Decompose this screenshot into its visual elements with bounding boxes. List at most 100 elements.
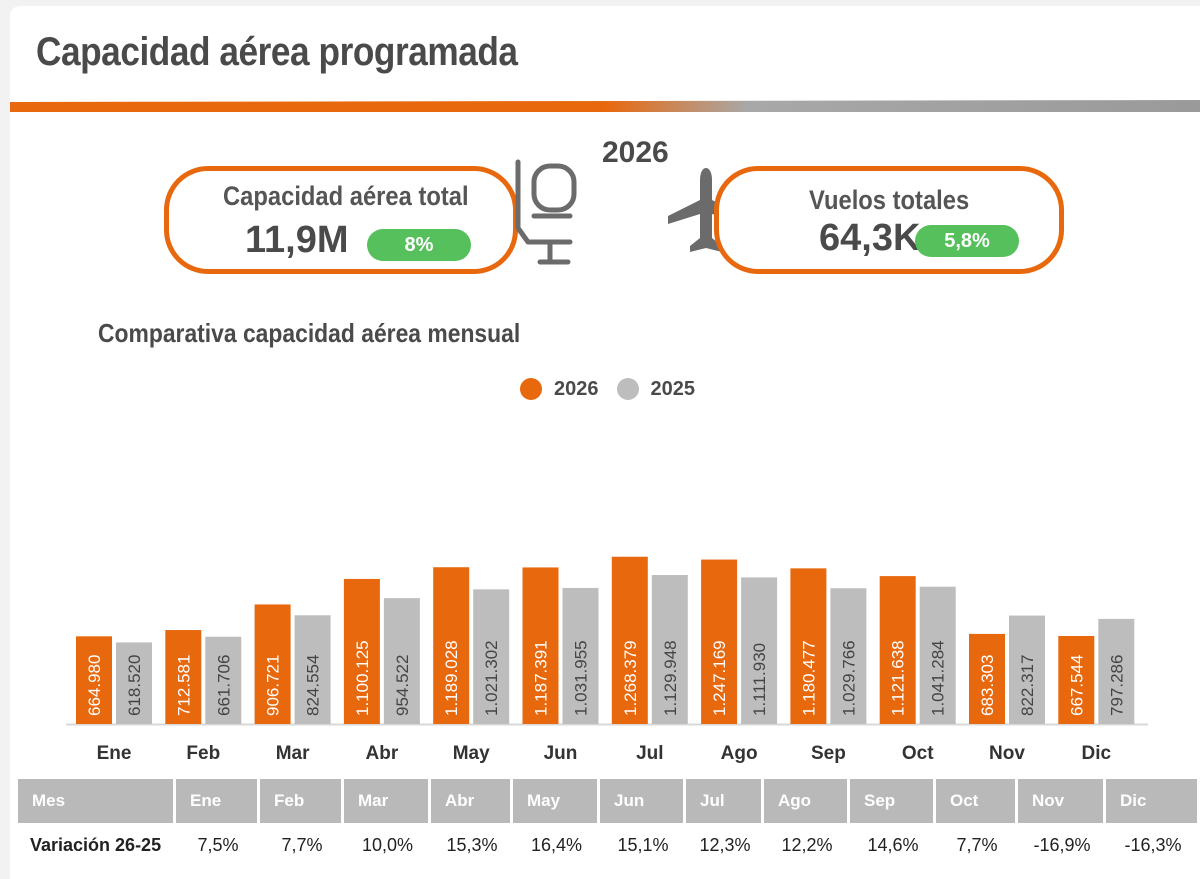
bar-2026-Abr bbox=[343, 578, 380, 724]
x-tick-label: Mar bbox=[276, 743, 310, 764]
table-cell: 14,6% bbox=[867, 835, 919, 855]
table-row-label: Variación 26-25 bbox=[30, 835, 162, 855]
bar-value-label: 824.554 bbox=[304, 655, 323, 716]
table-header-row: Mes Ene Feb Mar Abr May Jun Jul Ago Sep Oct Nov Dic bbox=[18, 779, 1200, 823]
table-header-cell: Nov bbox=[1018, 779, 1106, 823]
bar-value-label: 1.268.379 bbox=[621, 640, 640, 716]
x-tick-label: Ago bbox=[721, 743, 758, 764]
bar-value-label: 1.021.302 bbox=[482, 640, 501, 716]
legend-label: 2025 bbox=[650, 377, 696, 400]
bar-value-label: 683.303 bbox=[978, 655, 997, 716]
bar-2026-Oct bbox=[879, 576, 916, 724]
table-cell: 7,7% bbox=[281, 835, 323, 855]
bar-value-label: 667.544 bbox=[1067, 655, 1086, 716]
table-header-cell: Oct bbox=[936, 779, 1018, 823]
table-header-cell: Ene bbox=[176, 779, 260, 823]
x-tick-label: Dic bbox=[1082, 743, 1112, 764]
x-tick-label: May bbox=[453, 743, 490, 764]
bar-2025-Nov bbox=[1009, 615, 1045, 724]
legend-swatch bbox=[616, 378, 639, 400]
table-header-cell: Ago bbox=[764, 779, 850, 823]
bar-value-label: 712.581 bbox=[174, 655, 193, 716]
bar-value-label: 661.706 bbox=[214, 655, 233, 716]
table-header-cell: Feb bbox=[260, 779, 344, 823]
kpi-change-badge: 5,8% bbox=[915, 225, 1019, 257]
header-divider bbox=[10, 100, 1200, 112]
kpi-label: Vuelos totales bbox=[809, 185, 970, 215]
page-title: Capacidad aérea programada bbox=[36, 30, 518, 74]
table-cell: 12,2% bbox=[781, 835, 833, 855]
kpi-value: 64,3K bbox=[819, 217, 921, 259]
table-cell: 7,7% bbox=[956, 835, 998, 855]
airplane-icon bbox=[668, 168, 744, 252]
bar-2026-Dic bbox=[1058, 635, 1095, 724]
legend-item-2025: 2025 bbox=[616, 377, 696, 401]
airline-seat-icon bbox=[515, 159, 577, 265]
bar-value-label: 1.100.125 bbox=[353, 640, 372, 716]
table-cell: 10,0% bbox=[361, 835, 414, 855]
bar-value-label: 1.041.284 bbox=[929, 640, 948, 716]
chart-title: Comparativa capacidad aérea mensual bbox=[98, 318, 521, 348]
bar-value-label: 954.522 bbox=[393, 655, 412, 716]
dashboard-panel: Capacidad aérea programada 2026 Capacida… bbox=[10, 6, 1200, 879]
table-cell: 7,5% bbox=[197, 835, 239, 855]
x-tick-label: Jul bbox=[636, 743, 663, 764]
bar-value-label: 1.247.169 bbox=[710, 640, 729, 716]
bar-value-label: 1.180.477 bbox=[799, 640, 818, 716]
bar-2025-Oct bbox=[919, 586, 956, 724]
bar-2026-Feb bbox=[165, 630, 202, 724]
bar-value-label: 1.189.028 bbox=[442, 640, 461, 716]
x-tick-label: Nov bbox=[989, 743, 1025, 764]
bar-2026-Sep bbox=[790, 568, 827, 724]
bar-value-label: 1.031.955 bbox=[572, 640, 591, 716]
bar-2026-Nov bbox=[969, 633, 1005, 724]
bar-value-label: 1.121.638 bbox=[889, 640, 908, 716]
bar-value-label: 1.029.766 bbox=[839, 640, 858, 716]
x-tick-label: Sep bbox=[811, 743, 846, 764]
bar-2025-Jun bbox=[562, 587, 599, 724]
bar-2026-May bbox=[433, 567, 470, 724]
table-header-cell: Jun bbox=[600, 779, 686, 823]
kpi-value: 11,9M bbox=[245, 219, 349, 261]
table-header-cell: Mar bbox=[344, 779, 431, 823]
bar-2026-Ene bbox=[76, 636, 112, 724]
kpi-card-capacity: Capacidad aérea total 11,9M 8% bbox=[164, 166, 518, 274]
table-header-cell: Sep bbox=[850, 779, 936, 823]
variation-table: Mes Ene Feb Mar Abr May Jun Jul Ago Sep Oct Nov Dic … bbox=[18, 779, 1200, 867]
bar-2025-Jul bbox=[651, 575, 688, 724]
x-tick-label: Abr bbox=[366, 743, 399, 764]
table-cell: -16,3% bbox=[1124, 835, 1182, 855]
bar-value-label: 1.111.930 bbox=[750, 643, 769, 716]
table-header-cell: Mes bbox=[18, 779, 176, 823]
year-label: 2026 bbox=[602, 136, 669, 169]
bar-2025-Ene bbox=[116, 642, 152, 724]
bar-2026-Ago bbox=[701, 559, 738, 724]
legend-item-2026: 2026 bbox=[520, 378, 599, 401]
bar-2025-May bbox=[473, 589, 510, 724]
bar-value-label: 797.286 bbox=[1107, 655, 1126, 716]
bar-value-label: 618.520 bbox=[125, 655, 144, 716]
bar-2025-Mar bbox=[294, 615, 331, 724]
table-cell: 15,3% bbox=[446, 835, 498, 855]
bar-value-label: 1.129.948 bbox=[661, 640, 680, 716]
table-cell: -16,9% bbox=[1033, 835, 1091, 855]
table-header-cell: May bbox=[513, 779, 600, 823]
legend-swatch bbox=[520, 378, 542, 400]
table-cell: 12,3% bbox=[699, 835, 751, 855]
x-tick-label: Jun bbox=[544, 743, 578, 764]
kpi-change-badge: 8% bbox=[367, 229, 471, 261]
bar-2025-Dic bbox=[1098, 618, 1135, 724]
table-cell: 16,4% bbox=[530, 835, 583, 855]
bar-2025-Feb bbox=[205, 636, 242, 724]
table-header-cell: Jul bbox=[686, 779, 764, 823]
x-tick-label: Feb bbox=[186, 743, 220, 764]
bar-value-label: 664.980 bbox=[85, 655, 104, 716]
bar-2026-Mar bbox=[254, 604, 291, 724]
bar-2026-Jun bbox=[522, 567, 559, 724]
bar-value-label: 906.721 bbox=[264, 655, 283, 716]
kpi-card-flights: Vuelos totales 64,3K 5,8% bbox=[714, 166, 1064, 274]
table-header-cell: Abr bbox=[431, 779, 513, 823]
bar-2025-Sep bbox=[830, 588, 867, 724]
bar-2025-Abr bbox=[383, 598, 420, 724]
table-cell: 15,1% bbox=[617, 835, 669, 855]
